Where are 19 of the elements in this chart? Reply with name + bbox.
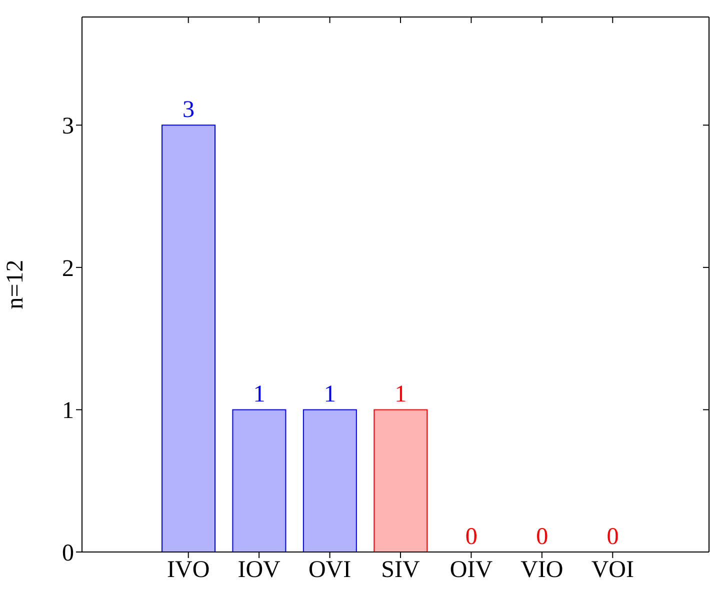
- x-tick-label: SIV: [381, 557, 421, 584]
- x-tick-label: OVI: [308, 557, 352, 584]
- y-tick-label: 2: [62, 256, 74, 282]
- x-tick-label: IOV: [238, 557, 282, 584]
- y-tick-label: 3: [62, 114, 74, 140]
- data-label: 1: [253, 382, 266, 408]
- y-tick-label: 0: [62, 540, 74, 567]
- x-tick-label: IVO: [167, 557, 210, 584]
- data-label: 3: [182, 97, 194, 124]
- data-label: 1: [394, 382, 407, 408]
- x-tick-label: VIO: [520, 557, 564, 584]
- data-label: 0: [465, 524, 478, 550]
- y-axis-title: n=12: [2, 260, 29, 310]
- data-label: 1: [324, 382, 336, 408]
- x-tick-label: OIV: [450, 557, 494, 584]
- y-tick-label: 1: [62, 398, 74, 424]
- data-label: 0: [606, 524, 619, 550]
- x-tick-label: VOI: [591, 557, 634, 584]
- data-label: 0: [536, 524, 548, 550]
